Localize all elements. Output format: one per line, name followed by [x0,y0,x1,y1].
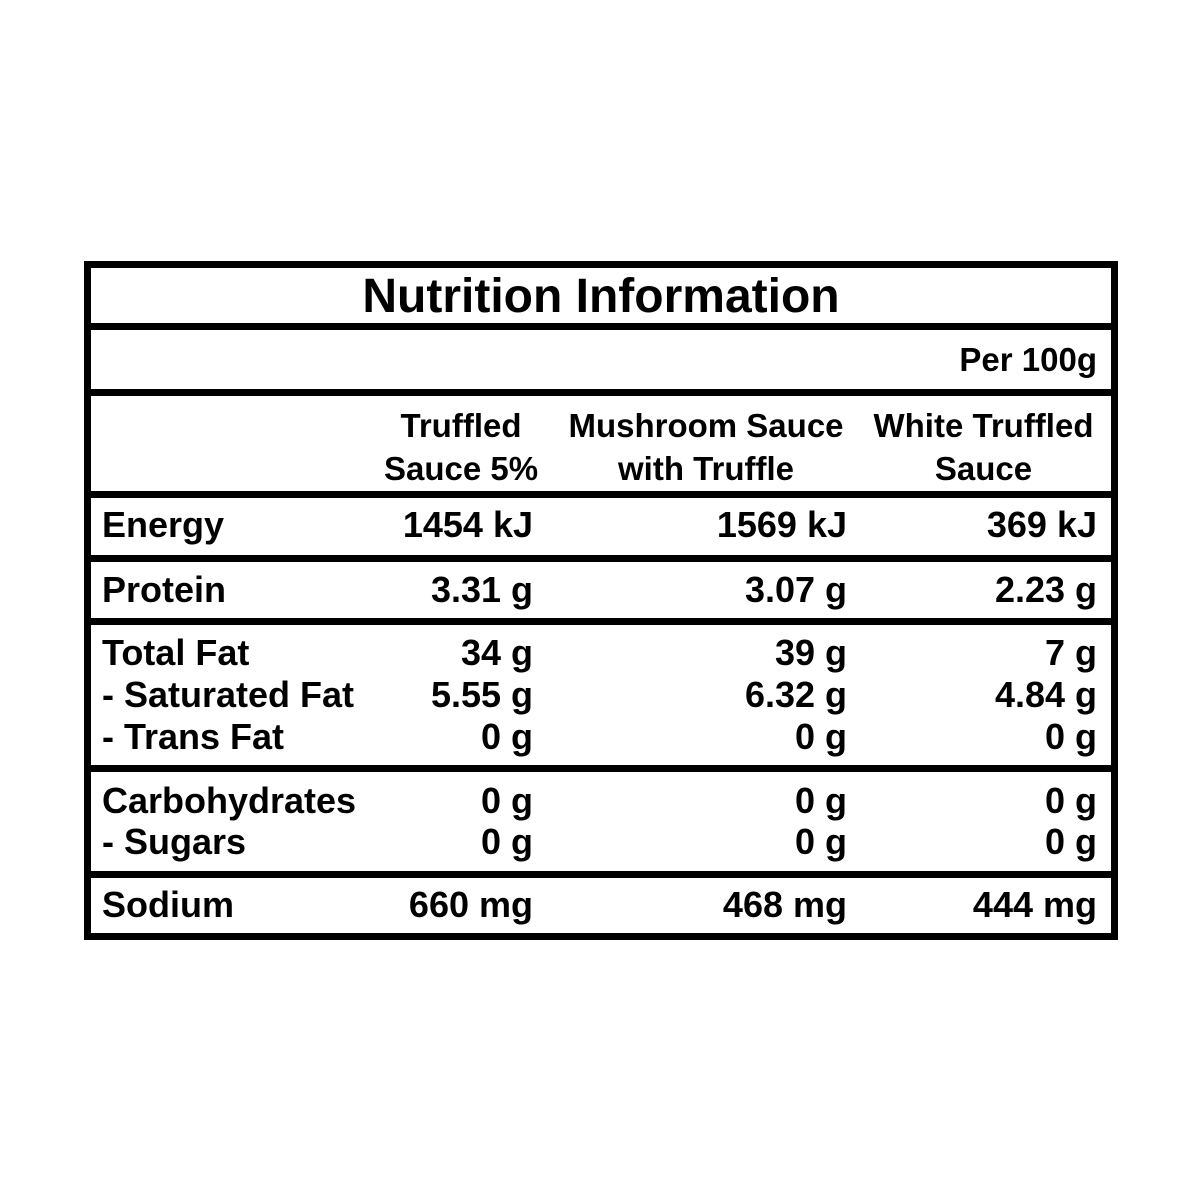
carbohydrates-row-group: Carbohydrates 0 g 0 g 0 g - Sugars 0 g 0… [91,772,1111,871]
saturated-fat-value: 4.84 g [994,674,1097,715]
energy-value: 1569 kJ [716,504,847,545]
sodium-row: Sodium 660 mg 468 mg 444 mg [91,878,1111,933]
sugars-label: - Sugars [102,821,247,862]
energy-value: 369 kJ [986,504,1097,545]
serving-basis: Per 100g [959,341,1097,378]
column-header-truffled-sauce: Truffled Sauce 5% [383,407,539,487]
protein-row: Protein 3.31 g 3.07 g 2.23 g [91,562,1111,618]
energy-label: Energy [102,504,225,545]
carbohydrates-label: Carbohydrates [102,780,357,821]
carbohydrates-value: 0 g [1044,780,1097,821]
total-fat-value: 39 g [774,632,847,673]
sugars-line: - Sugars 0 g 0 g 0 g [91,821,1111,863]
protein-value: 2.23 g [994,569,1097,610]
nutrition-table: Nutrition Information Per 100g Truffled … [84,261,1118,940]
saturated-fat-value: 5.55 g [430,674,533,715]
total-fat-label: Total Fat [102,632,250,673]
protein-label: Protein [102,569,227,610]
sodium-value: 660 mg [408,884,533,925]
column-header-white-truffled-sauce: White Truffled Sauce [873,407,1094,487]
column-header-mushroom-sauce: Mushroom Sauce with Truffle [568,407,844,487]
saturated-fat-label: - Saturated Fat [102,674,355,715]
energy-row: Energy 1454 kJ 1569 kJ 369 kJ [91,498,1111,555]
total-fat-value: 34 g [460,632,533,673]
saturated-fat-value: 6.32 g [744,674,847,715]
carbohydrates-value: 0 g [480,780,533,821]
trans-fat-value: 0 g [1044,716,1097,757]
serving-basis-row: Per 100g [91,330,1111,389]
saturated-fat-line: - Saturated Fat 5.55 g 6.32 g 4.84 g [91,674,1111,716]
carbohydrates-line: Carbohydrates 0 g 0 g 0 g [91,780,1111,822]
title-row: Nutrition Information [91,268,1111,323]
sugars-value: 0 g [794,821,847,862]
column-header-row: Truffled Sauce 5% Mushroom Sauce with Tr… [91,396,1111,491]
sugars-value: 0 g [1044,821,1097,862]
table-title: Nutrition Information [362,270,840,323]
carbohydrates-value: 0 g [794,780,847,821]
protein-value: 3.31 g [430,569,533,610]
trans-fat-value: 0 g [480,716,533,757]
fat-row-group: Total Fat 34 g 39 g 7 g - Saturated Fat … [91,625,1111,765]
sodium-label: Sodium [102,884,234,925]
sugars-value: 0 g [480,821,533,862]
energy-value: 1454 kJ [402,504,533,545]
total-fat-value: 7 g [1044,632,1097,673]
trans-fat-value: 0 g [794,716,847,757]
sodium-value: 468 mg [722,884,847,925]
trans-fat-label: - Trans Fat [102,716,285,757]
total-fat-line: Total Fat 34 g 39 g 7 g [91,632,1111,674]
trans-fat-line: - Trans Fat 0 g 0 g 0 g [91,716,1111,758]
protein-value: 3.07 g [744,569,847,610]
sodium-value: 444 mg [972,884,1097,925]
